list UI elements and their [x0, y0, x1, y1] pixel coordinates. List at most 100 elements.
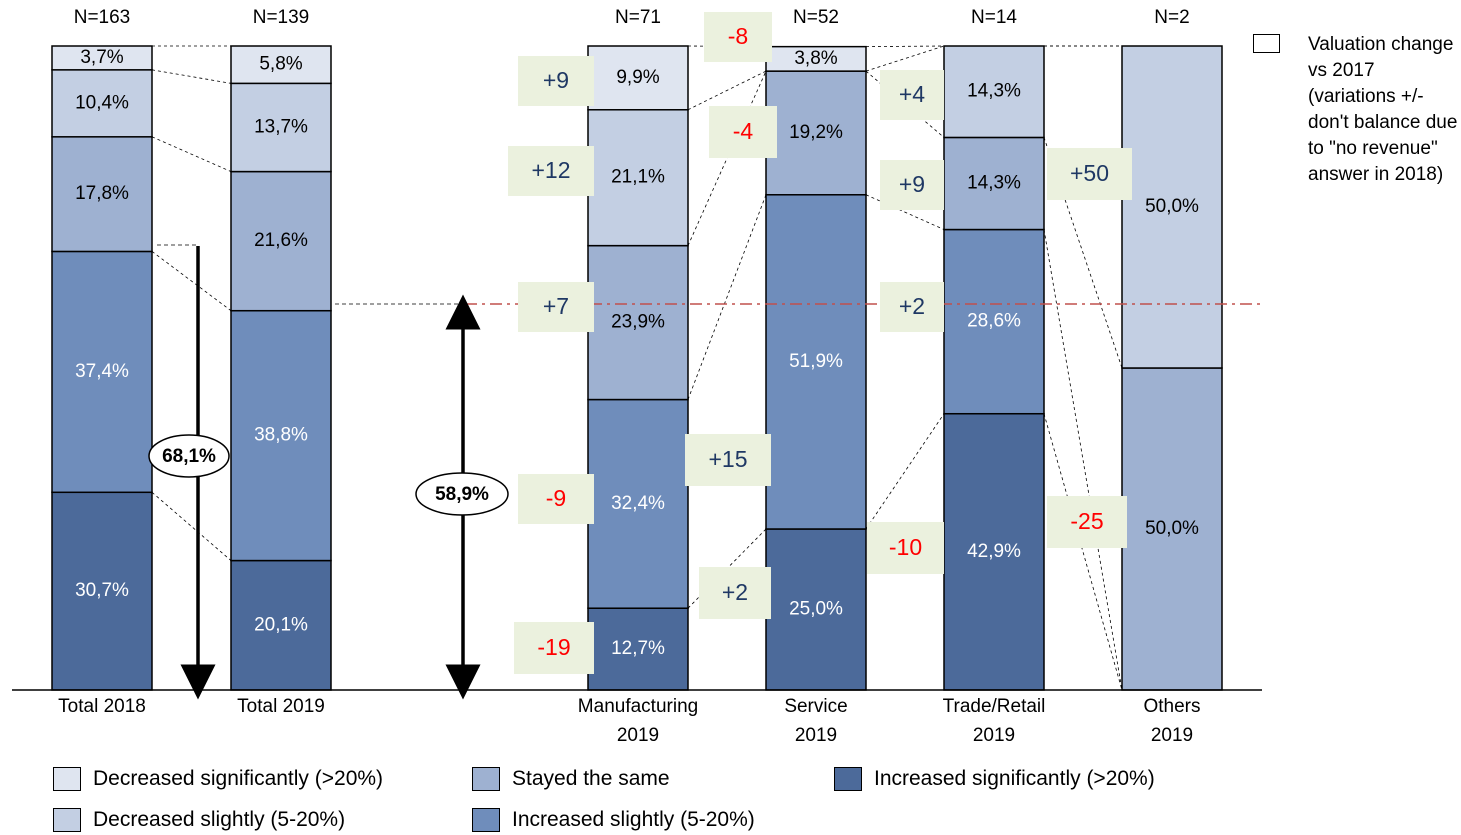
change-label: -19	[537, 634, 570, 660]
category-label: 2019	[973, 725, 1015, 746]
legend-label: Decreased significantly (>20%)	[93, 767, 384, 790]
bar-segment	[230, 45, 332, 85]
connector-line	[865, 413, 945, 530]
change-label: +15	[708, 446, 747, 472]
data-label: 50,0%	[1145, 518, 1199, 539]
connector-line	[865, 70, 945, 138]
bar-segment	[943, 45, 1045, 139]
change-label: +7	[543, 293, 569, 319]
oval-annotation	[148, 434, 230, 478]
change-label: -4	[733, 118, 754, 144]
connector-line	[865, 45, 945, 48]
valuation-change-note: Valuation change vs 2017 (variations +/-…	[1308, 34, 1458, 185]
legend-label: Decreased slightly (5-20%)	[93, 808, 346, 831]
legend-swatch	[472, 767, 500, 791]
data-label: 3,7%	[80, 47, 123, 68]
bar-segment	[51, 45, 153, 71]
n-label: N=52	[793, 7, 839, 28]
change-label: +9	[899, 171, 925, 197]
bar-segment	[765, 45, 867, 72]
bar-segment	[230, 170, 332, 312]
change-box	[518, 474, 594, 524]
legend-swatch	[53, 767, 81, 791]
change-label: -8	[728, 23, 748, 49]
change-label: +9	[543, 67, 569, 93]
connector-line	[687, 45, 767, 48]
note-swatch	[1253, 34, 1280, 53]
legend-swatch	[834, 767, 862, 791]
n-label: N=139	[253, 7, 310, 28]
connector-line	[151, 491, 232, 561]
connector-line	[151, 251, 232, 312]
data-label: 5,8%	[259, 54, 302, 75]
bar-segment	[765, 528, 867, 691]
bar-segment	[943, 228, 1045, 415]
data-label: 9,9%	[616, 67, 659, 88]
oval-label: 68,1%	[162, 446, 216, 467]
change-label: -9	[546, 485, 566, 511]
change-box	[699, 567, 771, 619]
data-label: 38,8%	[254, 425, 308, 446]
connector-line	[687, 70, 767, 246]
bar-segment	[51, 69, 153, 138]
data-label: 25,0%	[789, 599, 843, 620]
bar-segment	[1121, 45, 1223, 369]
n-label: N=71	[615, 7, 661, 28]
oval-label: 58,9%	[435, 484, 489, 505]
category-label: 2019	[617, 725, 659, 746]
connector-line	[687, 70, 767, 111]
legend-item-stayed-the-same: Stayed the same	[472, 767, 670, 791]
connector-line	[1043, 229, 1123, 691]
legend-item-decreased-slightly: Decreased slightly (5-20%)	[53, 808, 345, 832]
change-box	[704, 12, 772, 62]
connector-line	[1043, 413, 1123, 691]
connector-line	[687, 194, 767, 400]
change-label: +4	[899, 81, 925, 107]
legend-label: Increased significantly (>20%)	[874, 767, 1155, 790]
legend-label: Increased slightly (5-20%)	[512, 808, 755, 831]
change-box	[514, 622, 594, 674]
change-box	[685, 434, 771, 486]
connector-line	[1043, 137, 1123, 369]
change-label: +12	[531, 157, 570, 183]
legend-item-increased-significantly: Increased significantly (>20%)	[834, 767, 1155, 791]
change-label: +2	[722, 579, 748, 605]
bar-segment	[765, 70, 867, 196]
category-label: Trade/Retail	[943, 696, 1046, 717]
change-label: +2	[899, 293, 925, 319]
legend-item-decreased-significantly: Decreased significantly (>20%)	[53, 767, 383, 791]
category-label: Total 2019	[237, 696, 325, 717]
data-label: 32,4%	[611, 493, 665, 514]
category-label: Manufacturing	[578, 696, 698, 717]
bar-segment	[1121, 367, 1223, 691]
data-label: 23,9%	[611, 312, 665, 333]
data-label: 37,4%	[75, 361, 129, 382]
change-box	[709, 106, 777, 158]
category-label: Others	[1143, 696, 1200, 717]
change-box	[880, 282, 944, 332]
bar-segment	[230, 82, 332, 173]
connector-line	[151, 69, 232, 84]
change-box	[1047, 496, 1127, 548]
connector-line	[865, 45, 945, 72]
data-label: 19,2%	[789, 122, 843, 143]
category-label: 2019	[795, 725, 837, 746]
category-label: Total 2018	[58, 696, 146, 717]
bar-segment	[587, 109, 689, 247]
change-label: -25	[1070, 508, 1103, 534]
bar-segment	[51, 491, 153, 691]
change-box	[508, 146, 594, 196]
n-label: N=14	[971, 7, 1017, 28]
data-label: 51,9%	[789, 351, 843, 372]
category-label: 2019	[1151, 725, 1193, 746]
data-label: 14,3%	[967, 81, 1021, 102]
change-box	[518, 282, 594, 332]
change-box	[1047, 148, 1132, 200]
category-label: Service	[784, 696, 847, 717]
data-label: 21,1%	[611, 167, 665, 188]
legend-item-increased-slightly: Increased slightly (5-20%)	[472, 808, 755, 832]
data-label: 10,4%	[75, 92, 129, 113]
change-box	[880, 70, 944, 120]
connector-line	[865, 194, 945, 230]
